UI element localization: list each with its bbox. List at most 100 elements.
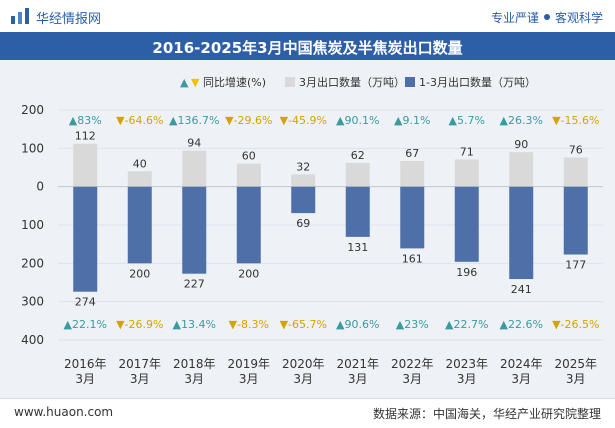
growth-up-label: ▲22.1% [64,318,107,331]
slogan-right: 客观科学 [554,11,603,25]
data-labels: ▲83% 112 274 ▲22.1% ▼-64.6% 40 200 ▼-26.9% ▲136.… [64,114,600,331]
x-tick-label: 2018年 3月 [173,357,216,386]
x-tick-label-line: 3月 [566,372,586,386]
footer-source: 数据来源：中国海关，华经产业研究院整理 [372,407,601,421]
legend-up-arrow-icon: ▲ [180,76,189,89]
x-tick-label-line: 2018年 [173,357,216,371]
cumulative-value-label: 200 [129,267,150,280]
y-tick-label: 400 [21,333,44,347]
x-tick-label-line: 3月 [511,372,531,386]
x-tick-label-line: 2023年 [445,357,488,371]
growth-down-label: ▼-64.6% [116,114,163,127]
x-tick-label-line: 3月 [402,372,422,386]
cumulative-bar [73,186,98,292]
monthly-value-label: 76 [569,144,583,157]
x-tick-label-line: 2019年 [227,357,270,371]
monthly-bar [73,143,98,187]
x-tick-label-line: 2022年 [391,357,434,371]
title-bar: 2016-2025年3月中国焦炭及半焦炭出口数量 [0,32,615,60]
x-tick-label-line: 2020年 [282,357,325,371]
x-tick-label-line: 3月 [75,372,95,386]
footer-website: www.huaon.com [14,405,114,419]
x-tick-label-line: 2024年 [500,357,543,371]
cumulative-bar [509,186,534,280]
cumulative-bar [400,186,425,249]
chart: ▲ ▼ 同比增速(%) 3月出口数量（万吨） 1-3月出口数量（万吨） 200 100 0 1… [21,75,603,386]
growth-up-label: ▲22.6% [500,318,543,331]
monthly-value-label: 71 [460,145,474,158]
chart-title: 2016-2025年3月中国焦炭及半焦炭出口数量 [152,39,463,57]
x-tick-label: 2022年 3月 [391,357,434,386]
footer: www.huaon.com 数据来源：中国海关，华经产业研究院整理 [0,398,615,428]
y-tick-label: 0 [36,180,44,194]
cumulative-bar [127,186,152,264]
huajing-logo-icon [11,8,29,24]
x-tick-label-line: 2016年 [64,357,107,371]
monthly-value-label: 32 [296,160,310,173]
growth-up-label: ▲13.4% [173,318,216,331]
growth-up-label: ▲22.7% [445,318,488,331]
monthly-value-label: 40 [133,157,147,170]
legend-cumulative-label: 1-3月出口数量（万吨） [419,75,536,89]
cumulative-bar [563,186,588,255]
growth-down-label: ▼-26.9% [116,318,163,331]
cumulative-value-label: 196 [456,266,477,279]
cumulative-value-label: 227 [184,278,205,291]
growth-down-label: ▼-45.9% [280,114,327,127]
x-tick-label-line: 2021年 [336,357,379,371]
x-tick-label: 2025年 3月 [554,357,597,386]
monthly-bar [454,159,479,187]
x-tick-label-line: 3月 [348,372,368,386]
growth-up-label: ▲5.7% [449,114,485,127]
legend-monthly-swatch [285,77,295,87]
bars [73,143,588,292]
site-name: 华经情报网 [36,12,102,27]
growth-up-label: ▲9.1% [394,114,430,127]
monthly-value-label: 94 [187,137,201,150]
monthly-bar [400,160,425,187]
x-tick-label: 2020年 3月 [282,357,325,386]
y-tick-label: 200 [21,256,44,270]
legend: ▲ ▼ 同比增速(%) 3月出口数量（万吨） 1-3月出口数量（万吨） [180,75,536,89]
growth-down-label: ▼-29.6% [225,114,272,127]
legend-monthly-label: 3月出口数量（万吨） [299,75,405,89]
growth-down-label: ▼-8.3% [229,318,269,331]
growth-up-label: ▲136.7% [169,114,219,127]
cumulative-value-label: 131 [347,241,368,254]
x-tick-label: 2016年 3月 [64,357,107,386]
y-axis: 200 100 0 100 200 300 400 [21,103,44,347]
x-tick-label-line: 3月 [239,372,259,386]
cumulative-value-label: 274 [75,296,96,309]
cumulative-value-label: 69 [296,217,310,230]
x-tick-label: 2024年 3月 [500,357,543,386]
x-tick-label: 2019年 3月 [227,357,270,386]
cumulative-value-label: 241 [511,283,532,296]
slogan: 专业严谨 客观科学 [491,9,603,26]
y-tick-label: 200 [21,103,44,117]
y-tick-label: 300 [21,295,44,309]
x-tick-label-line: 2017年 [118,357,161,371]
x-tick-label-line: 3月 [130,372,150,386]
monthly-bar [345,162,370,187]
x-tick-label-line: 3月 [184,372,204,386]
x-tick-label-line: 3月 [293,372,313,386]
monthly-value-label: 60 [242,150,256,163]
legend-down-arrow-icon: ▼ [191,76,200,89]
x-tick-label: 2017年 3月 [118,357,161,386]
monthly-value-label: 67 [405,147,419,160]
x-tick-label-line: 3月 [457,372,477,386]
growth-down-label: ▼-15.6% [552,114,599,127]
monthly-value-label: 90 [514,138,528,151]
cumulative-value-label: 200 [238,267,259,280]
y-tick-label: 100 [21,141,44,155]
growth-up-label: ▲90.6% [336,318,379,331]
legend-growth-label: 同比增速(%) [203,75,266,89]
y-tick-label: 100 [21,218,44,232]
growth-up-label: ▲26.3% [500,114,543,127]
monthly-bar [127,171,152,187]
monthly-bar [236,163,261,187]
cumulative-bar [291,186,316,214]
cumulative-value-label: 177 [565,259,586,272]
monthly-value-label: 62 [351,149,365,162]
